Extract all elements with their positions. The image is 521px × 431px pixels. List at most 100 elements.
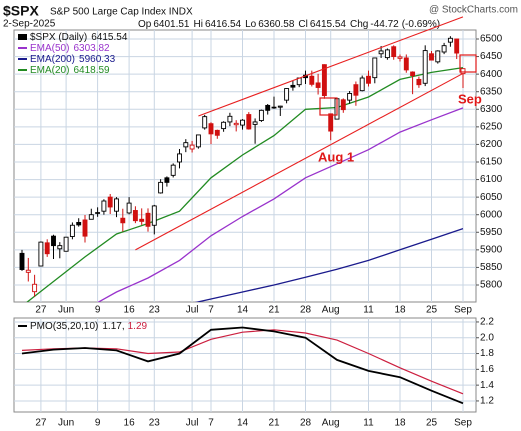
- x-tick-label: 18: [394, 305, 406, 316]
- y-tick-label: 1.6: [480, 364, 494, 375]
- y-tick-label: 6250: [480, 121, 503, 132]
- candle-body: [328, 113, 334, 132]
- x-tick-label: Sep: [454, 305, 472, 316]
- quote-value: 6415.54: [310, 19, 347, 30]
- candle-body: [145, 212, 151, 227]
- candle-body: [353, 84, 359, 96]
- legend-name: PMO(35,20,10): [30, 321, 98, 332]
- candle-body: [51, 235, 56, 247]
- candle-body: [214, 129, 220, 136]
- x-tick-label: 7: [208, 418, 214, 429]
- y-tick-label: 5800: [480, 280, 503, 291]
- quote-name: Lo: [245, 19, 257, 30]
- x-tick-label: 14: [237, 418, 249, 429]
- x-tick-label: 16: [124, 418, 136, 429]
- candle-body: [277, 105, 283, 108]
- quote-value: -44.72: [370, 19, 399, 30]
- candle-body: [69, 224, 75, 237]
- x-tick-label: Sep: [454, 418, 472, 429]
- y-tick-label: 6400: [480, 69, 503, 80]
- candle-body: [460, 68, 466, 75]
- quote-name: Op: [138, 19, 152, 30]
- legend-name: EMA(50): [30, 43, 69, 54]
- candle-body: [397, 56, 403, 59]
- quote-value: 6360.58: [258, 19, 295, 30]
- candle-body: [422, 50, 428, 84]
- candle-body: [258, 109, 264, 121]
- x-tick-label: 27: [35, 305, 47, 316]
- y-tick-label: 6200: [480, 139, 503, 150]
- y-tick-label: 2.2: [480, 317, 494, 328]
- y-tick-label: 1.8: [480, 348, 494, 359]
- legend-value: 1.17: [102, 321, 122, 332]
- subtitle: S&P 500 Large Cap Index INDX: [50, 7, 193, 18]
- candle-body: [221, 121, 227, 130]
- quote-name: Chg: [350, 19, 368, 30]
- legend-name: EMA(20): [30, 65, 69, 76]
- x-tick-label: Jul: [186, 305, 199, 316]
- candle-body: [208, 123, 214, 135]
- quote-value: 6416.54: [205, 19, 242, 30]
- y-tick-label: 2.0: [480, 332, 494, 343]
- symbol: $SPX: [3, 3, 39, 19]
- x-tick-label: 25: [426, 305, 438, 316]
- candle-body: [32, 283, 38, 293]
- x-tick-label: 11: [363, 305, 374, 316]
- x-tick-label: 25: [426, 418, 438, 429]
- y-tick-label: 5850: [480, 262, 503, 273]
- quote-line: Op 6401.51 Hi 6416.54 Lo 6360.58 Cl 6415.54 Chg -…: [138, 19, 440, 30]
- legend-name: EMA(200): [30, 54, 75, 65]
- candle-body: [372, 57, 378, 79]
- plot-area: [19, 36, 466, 302]
- legend-name: $SPX (Daily): [30, 32, 87, 43]
- candle-body: [25, 269, 31, 273]
- candle-body: [246, 114, 252, 130]
- x-tick-label: 11: [363, 418, 374, 429]
- ema-line: [194, 227, 464, 302]
- candle-body: [410, 71, 416, 76]
- pmo-line: [21, 326, 464, 405]
- candle-body: [114, 198, 119, 212]
- x-tick-label: Jul: [186, 418, 199, 429]
- candle-body: [403, 57, 409, 71]
- legend-entry: EMA(200) 5960.33: [30, 54, 116, 65]
- candle-body: [107, 196, 113, 208]
- legend-value: 1.29: [128, 321, 148, 332]
- highlight-box: [459, 54, 477, 73]
- candle-body: [126, 202, 132, 214]
- source: @ StockCharts.com: [429, 5, 518, 16]
- legend: PMO(35,20,10) 1.17, 1.29: [18, 321, 148, 332]
- candle-body: [195, 134, 201, 148]
- x-tick-label: 21: [268, 305, 280, 316]
- candle-body: [120, 217, 126, 224]
- candle-body: [416, 78, 422, 86]
- price-panel: [13, 29, 477, 303]
- candle-body: [38, 241, 44, 267]
- y-tick-label: 6300: [480, 104, 503, 115]
- candle-body: [44, 242, 50, 255]
- candle-body: [429, 53, 434, 61]
- candle-body: [76, 221, 82, 226]
- y-tick-label: 6450: [480, 51, 503, 62]
- candle-body: [447, 37, 453, 43]
- x-tick-label: 14: [237, 305, 249, 316]
- pmo-panel: [13, 317, 477, 413]
- legend-value: 6415.54: [91, 32, 128, 43]
- candle-body: [158, 181, 164, 194]
- candle-body: [347, 93, 353, 101]
- candle-body: [321, 64, 327, 97]
- x-tick-label: Jun: [58, 418, 74, 429]
- candle-body: [340, 99, 346, 111]
- x-tick-label: 21: [268, 418, 280, 429]
- candle-body: [63, 236, 69, 252]
- legend-value: 6303.82: [73, 43, 110, 54]
- annotation: Sep: [458, 91, 482, 106]
- candle-body: [132, 210, 138, 222]
- candle-body: [378, 50, 384, 55]
- x-tick-label: Aug: [322, 305, 340, 316]
- candle-body: [57, 245, 63, 250]
- candle-body: [271, 106, 277, 109]
- x-tick-label: 16: [124, 305, 136, 316]
- x-tick-label: 18: [394, 418, 406, 429]
- legend-value: 6418.59: [73, 65, 110, 76]
